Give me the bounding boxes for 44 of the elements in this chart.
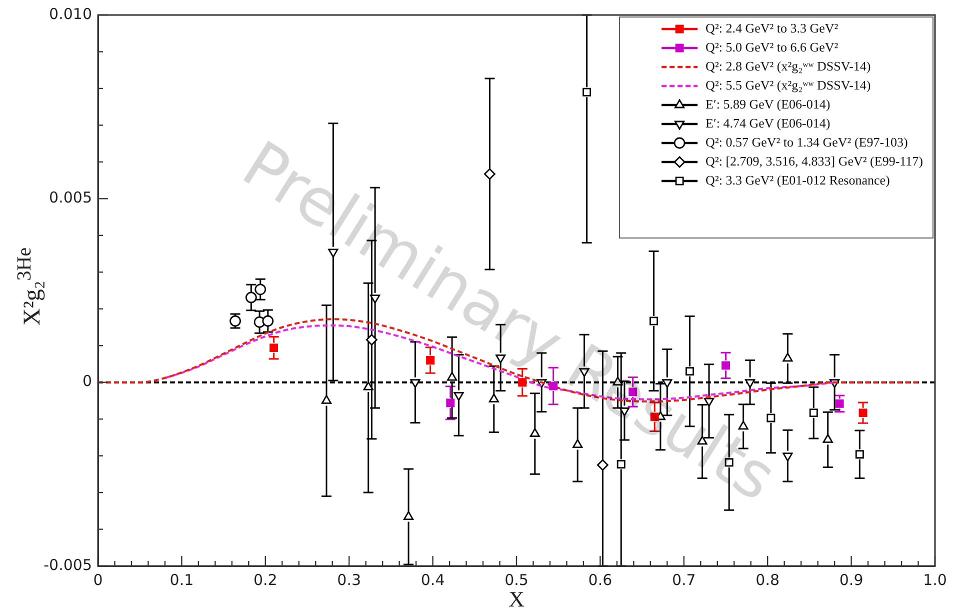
y-tick-label: 0.005 xyxy=(49,188,92,207)
x-tick-label: 0.3 xyxy=(337,570,362,589)
x-tick-label: 0.6 xyxy=(588,570,612,589)
point xyxy=(809,408,818,418)
point xyxy=(835,399,844,408)
point xyxy=(447,372,458,381)
point xyxy=(549,382,558,390)
legend-label: Q²: 3.3 GeV² (E01-012 Resonance) xyxy=(706,172,890,188)
point xyxy=(403,511,414,520)
point xyxy=(530,428,540,437)
point xyxy=(410,379,420,388)
point xyxy=(446,398,455,408)
x-tick-label: 0.1 xyxy=(170,570,194,589)
point xyxy=(454,392,464,401)
point xyxy=(822,434,833,443)
x-axis-title: X xyxy=(508,586,525,612)
legend-label: Q²: 2.4 GeV² to 3.3 GeV² xyxy=(706,20,838,36)
point xyxy=(321,395,332,404)
legend-label: E′: 4.74 GeV (E06-014) xyxy=(706,115,830,130)
point xyxy=(488,394,499,402)
point xyxy=(363,381,374,390)
x-tick-label: 1.0 xyxy=(923,570,947,589)
point xyxy=(518,378,527,387)
point xyxy=(858,408,868,418)
point xyxy=(782,452,793,462)
point xyxy=(582,88,592,96)
x-tick-label: 0.7 xyxy=(672,570,696,589)
point xyxy=(855,450,864,459)
point xyxy=(782,352,793,362)
x-tick-label: 0.8 xyxy=(756,570,780,589)
legend-label: E′: 5.89 GeV (E06-014) xyxy=(706,96,830,112)
legend-label: Q²: 2.8 GeV² (x²g₂ʷʷ DSSV-14) xyxy=(706,58,871,74)
point xyxy=(650,316,658,326)
x-tick-label: 0.5 xyxy=(504,570,528,589)
legend-label: Q²: 0.57 GeV² to 1.34 GeV² (E97-103) xyxy=(706,134,908,150)
y-tick-label: -0.005 xyxy=(44,556,92,574)
x-tick-label: 0.4 xyxy=(420,570,445,589)
legend-label: Q²: 5.0 GeV² to 6.6 GeV² xyxy=(706,39,838,54)
y-tick-label: 0.010 xyxy=(49,4,92,23)
legend-label: Q²: [2.709, 3.516, 4.833] GeV² (E99-117) xyxy=(706,153,924,168)
legend-label: Q²: 5.5 GeV² (x²g₂ʷʷ DSSV-14) xyxy=(706,77,871,92)
x-tick-label: 0.2 xyxy=(253,570,278,589)
y-tick-label: 0 xyxy=(82,372,92,390)
x-tick-label: 0.9 xyxy=(839,570,864,589)
